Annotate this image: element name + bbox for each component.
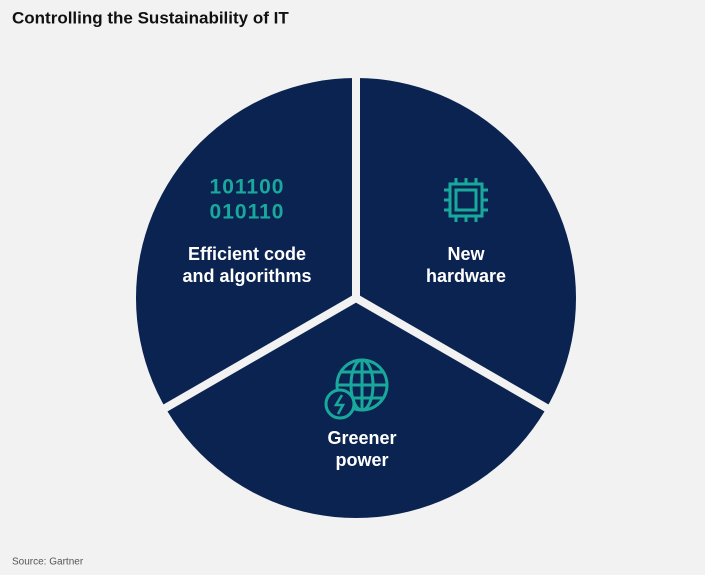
source: Source: Gartner bbox=[12, 557, 84, 568]
dividers bbox=[153, 70, 559, 418]
segment-label: Greener bbox=[327, 428, 396, 448]
divider bbox=[354, 294, 559, 418]
binary-icon: 101100 bbox=[210, 176, 285, 199]
title: Controlling the Sustainability of IT bbox=[12, 8, 289, 27]
globe-icon bbox=[324, 358, 389, 420]
divider bbox=[153, 294, 358, 418]
segment-label: Efficient code bbox=[188, 244, 306, 264]
binary-icon: 010110 bbox=[210, 201, 285, 224]
segment-label: power bbox=[335, 450, 388, 470]
segment-label: New bbox=[447, 244, 485, 264]
segment-label: hardware bbox=[426, 266, 506, 286]
segment-label: and algorithms bbox=[182, 266, 311, 286]
chip-icon bbox=[444, 178, 488, 222]
